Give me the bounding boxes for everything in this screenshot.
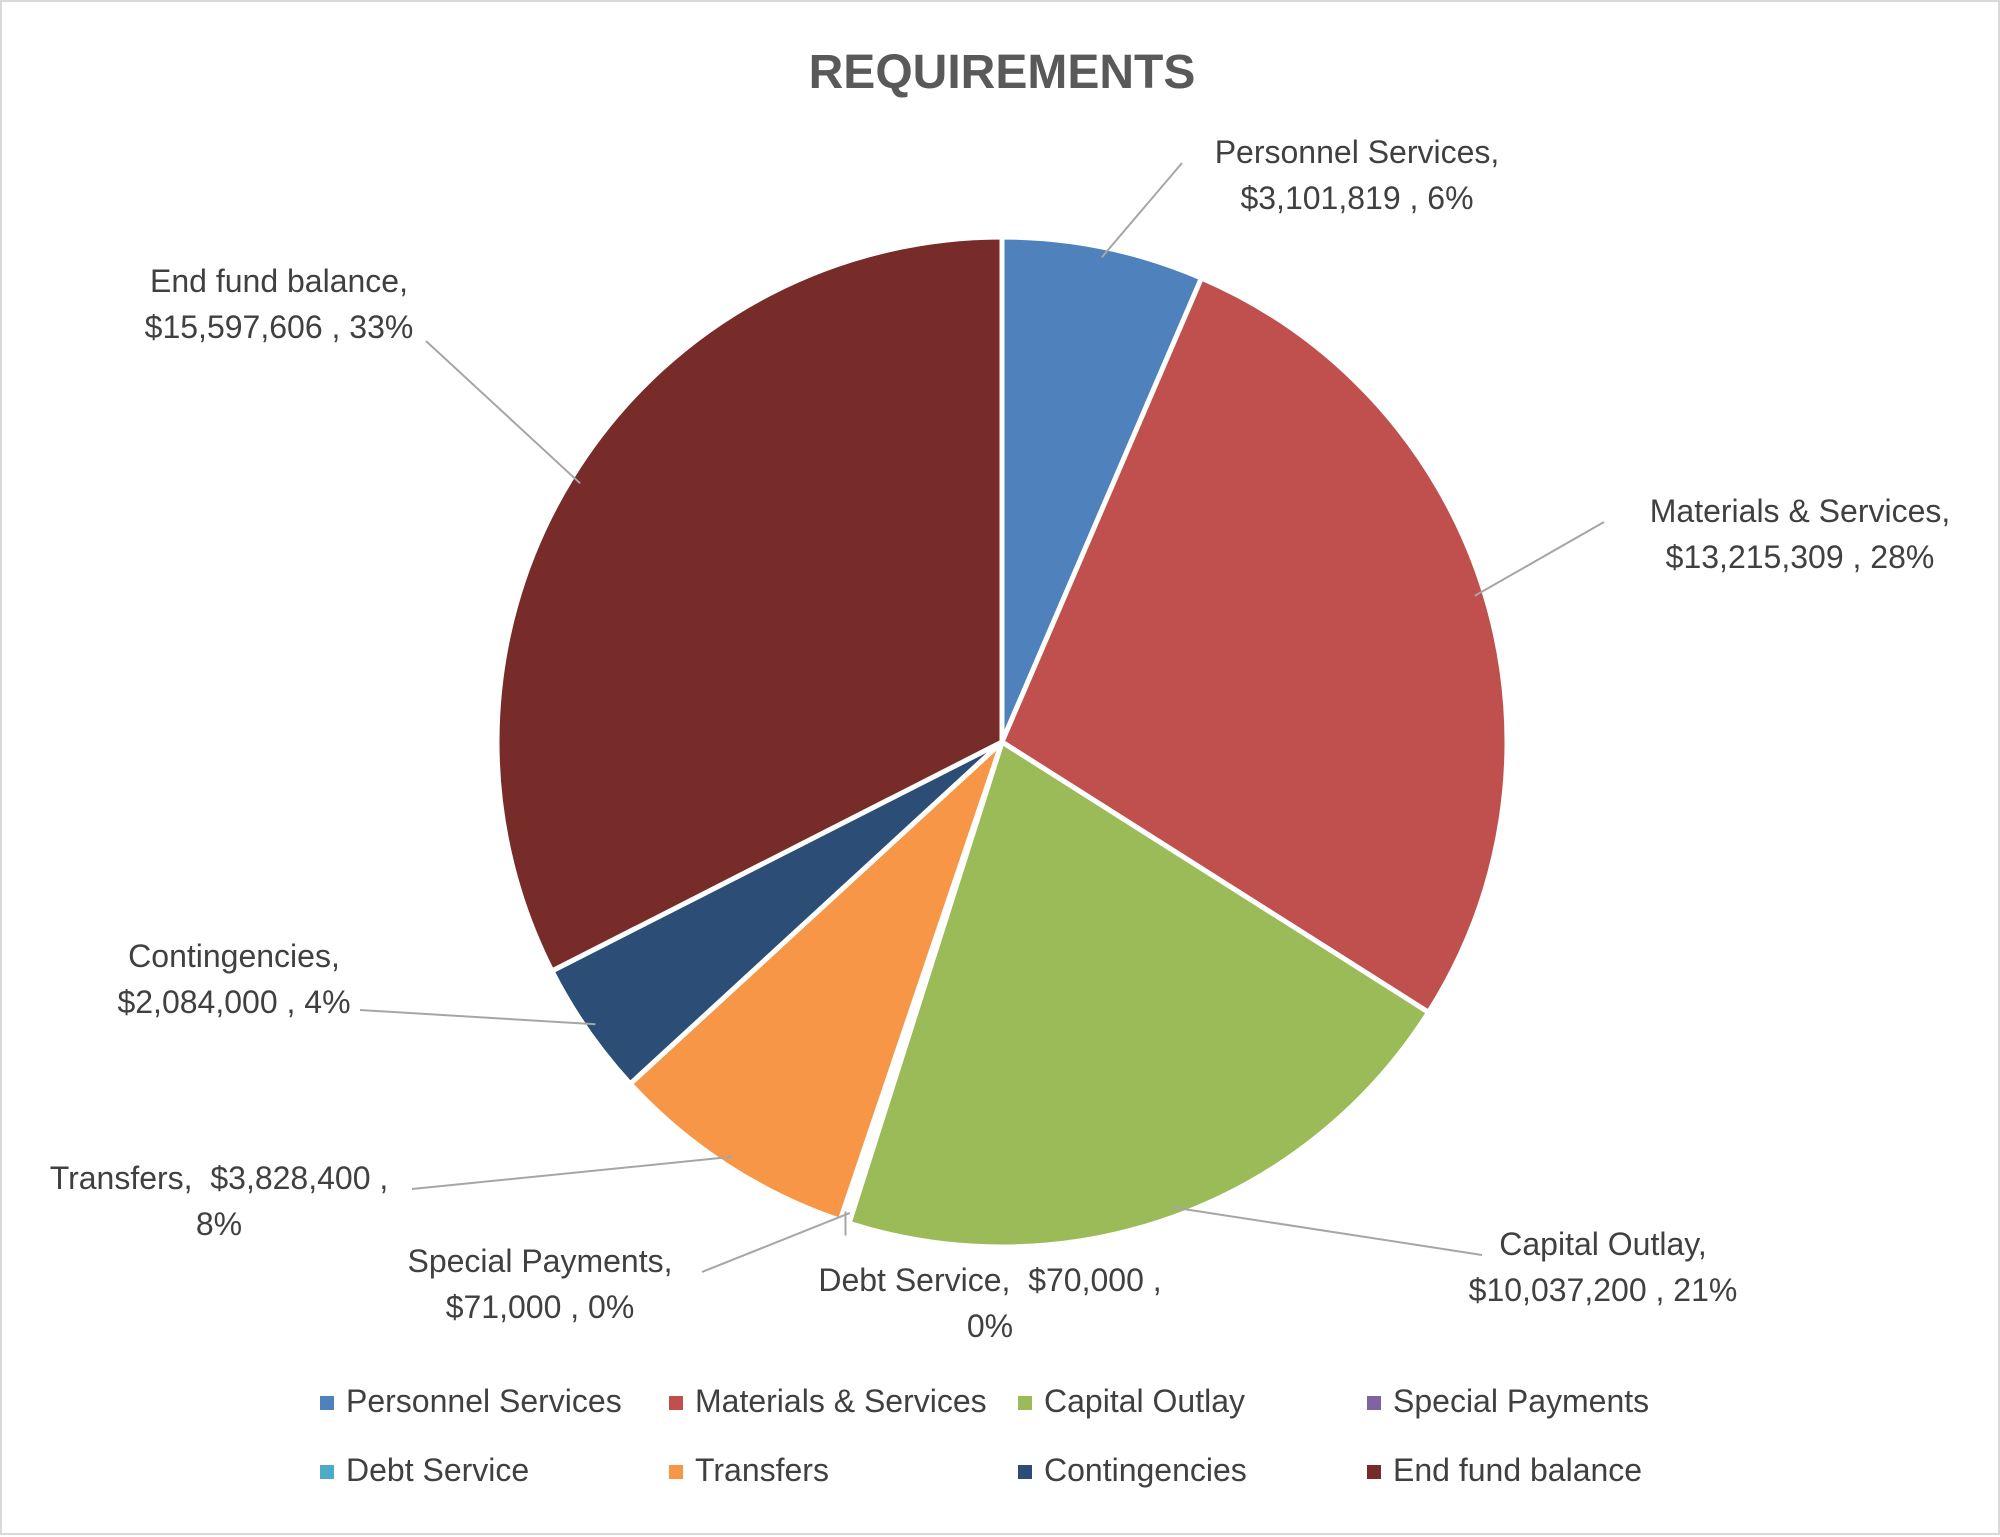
data-label-special-payments: Special Payments, $71,000 , 0%: [407, 1243, 672, 1325]
chart-title: REQUIREMENTS: [809, 46, 1196, 99]
leader-lines: [359, 162, 1605, 1273]
leader-line-special-payments: [701, 1211, 851, 1273]
legend-label-end-fund-balance: End fund balance: [1393, 1452, 1642, 1488]
slice-end-fund-balance: [494, 234, 1005, 974]
legend-swatch-transfers: [669, 1465, 683, 1479]
legend-item-capital-outlay: Capital Outlay: [1018, 1383, 1245, 1419]
legend-swatch-personnel-services: [320, 1396, 334, 1410]
slice-transfers: [627, 739, 1005, 1223]
data-labels: Personnel Services, $3,101,819 , 6% Materi…: [50, 134, 1951, 1344]
data-label-transfers: Transfers, $3,828,400 , 8%: [50, 1160, 389, 1242]
legend-swatch-capital-outlay: [1018, 1396, 1032, 1410]
leader-line-transfers: [411, 1155, 733, 1190]
legend-label-transfers: Transfers: [695, 1452, 829, 1488]
slice-capital-outlay: [846, 739, 1432, 1250]
data-label-personnel-services: Personnel Services, $3,101,819 , 6%: [1215, 134, 1500, 216]
leader-line-contingencies: [359, 1009, 596, 1026]
legend-swatch-end-fund-balance: [1367, 1465, 1381, 1479]
leader-line-end-fund-balance: [425, 340, 581, 485]
leader-line-materials-and-services: [1474, 521, 1605, 597]
legend-item-transfers: Transfers: [669, 1452, 829, 1488]
legend-item-materials-and-services: Materials & Services: [669, 1383, 987, 1419]
legend-swatch-debt-service: [320, 1465, 334, 1479]
slice-personnel-services: [999, 234, 1204, 745]
legend-item-personnel-services: Personnel Services: [320, 1383, 622, 1419]
data-label-contingencies: Contingencies, $2,084,000 , 4%: [117, 938, 350, 1020]
legend-swatch-special-payments: [1367, 1396, 1381, 1410]
leader-line-capital-outlay: [1171, 1206, 1483, 1256]
legend-swatch-contingencies: [1018, 1465, 1032, 1479]
legend-label-personnel-services: Personnel Services: [346, 1383, 622, 1419]
data-label-end-fund-balance: End fund balance, $15,597,606 , 33%: [145, 263, 414, 345]
data-label-materials-and-services: Materials & Services, $13,215,309 , 28%: [1650, 493, 1951, 575]
legend-label-capital-outlay: Capital Outlay: [1044, 1383, 1245, 1419]
slice-materials-and-services: [999, 275, 1510, 1015]
legend-item-end-fund-balance: End fund balance: [1367, 1452, 1642, 1488]
leader-line-personnel-services: [1101, 162, 1183, 258]
legend-swatch-materials-and-services: [669, 1396, 683, 1410]
legend-label-contingencies: Contingencies: [1044, 1452, 1247, 1488]
data-label-capital-outlay: Capital Outlay, $10,037,200 , 21%: [1469, 1226, 1738, 1308]
legend-label-materials-and-services: Materials & Services: [695, 1383, 987, 1419]
legend: Personnel Services Materials & Services Ca…: [320, 1383, 1649, 1488]
legend-label-special-payments: Special Payments: [1393, 1383, 1649, 1419]
pie-slices: [494, 234, 1510, 1250]
legend-item-debt-service: Debt Service: [320, 1452, 529, 1488]
legend-item-contingencies: Contingencies: [1018, 1452, 1247, 1488]
legend-item-special-payments: Special Payments: [1367, 1383, 1649, 1419]
legend-label-debt-service: Debt Service: [346, 1452, 529, 1488]
data-label-debt-service: Debt Service, $70,000 , 0%: [818, 1262, 1161, 1344]
